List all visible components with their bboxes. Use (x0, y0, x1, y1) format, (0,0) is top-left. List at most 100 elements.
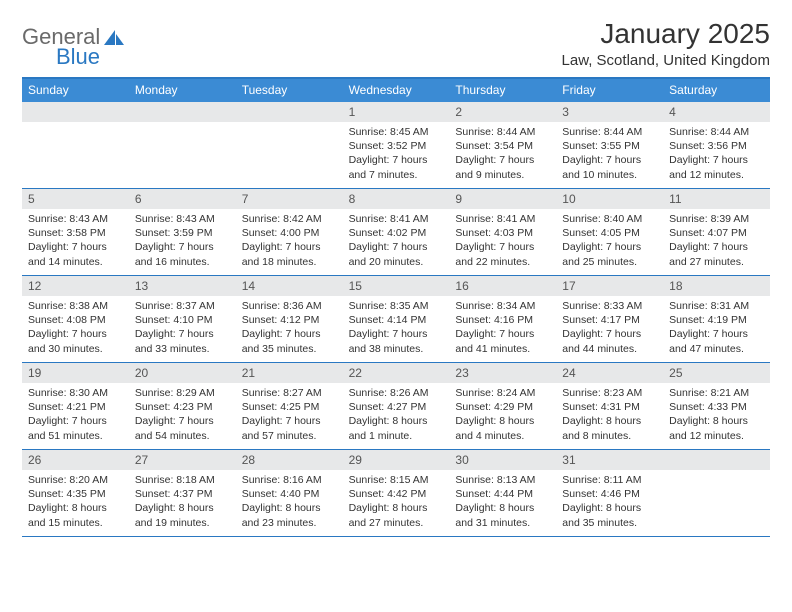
day-number: 31 (556, 450, 663, 470)
day-detail-line: and 35 minutes. (562, 516, 657, 530)
day-detail-line: Daylight: 8 hours (242, 501, 337, 515)
day-cell: 9Sunrise: 8:41 AMSunset: 4:03 PMDaylight… (449, 189, 556, 275)
day-detail-line: Daylight: 7 hours (349, 240, 444, 254)
day-detail-line: and 14 minutes. (28, 255, 123, 269)
day-number: 5 (22, 189, 129, 209)
day-detail-line: and 22 minutes. (455, 255, 550, 269)
day-detail-line: Sunrise: 8:26 AM (349, 386, 444, 400)
day-detail-line: Sunset: 4:21 PM (28, 400, 123, 414)
day-cell: 16Sunrise: 8:34 AMSunset: 4:16 PMDayligh… (449, 276, 556, 362)
day-detail-line: Sunset: 4:07 PM (669, 226, 764, 240)
logo: General Blue (22, 18, 125, 50)
day-detail-line: Daylight: 7 hours (455, 153, 550, 167)
day-detail-line: Daylight: 7 hours (135, 327, 230, 341)
day-detail-line: Sunset: 4:33 PM (669, 400, 764, 414)
day-number: 4 (663, 102, 770, 122)
day-of-week-header: Tuesday (236, 79, 343, 102)
day-detail-line: Sunrise: 8:38 AM (28, 299, 123, 313)
day-number: 30 (449, 450, 556, 470)
day-number (663, 450, 770, 470)
day-number (236, 102, 343, 122)
day-detail-line: Sunset: 4:12 PM (242, 313, 337, 327)
day-detail-line: Sunset: 4:31 PM (562, 400, 657, 414)
day-detail-line: Sunset: 4:19 PM (669, 313, 764, 327)
day-number: 7 (236, 189, 343, 209)
day-detail-line: and 41 minutes. (455, 342, 550, 356)
day-detail-line: Sunset: 4:29 PM (455, 400, 550, 414)
day-detail-line: and 23 minutes. (242, 516, 337, 530)
day-detail-line: Sunrise: 8:42 AM (242, 212, 337, 226)
day-detail-line: Daylight: 8 hours (562, 414, 657, 428)
month-title: January 2025 (562, 18, 770, 50)
day-detail-line: and 47 minutes. (669, 342, 764, 356)
day-detail-line: Sunrise: 8:18 AM (135, 473, 230, 487)
day-detail-line: Sunset: 4:42 PM (349, 487, 444, 501)
week-row: 12Sunrise: 8:38 AMSunset: 4:08 PMDayligh… (22, 276, 770, 363)
day-detail-line: and 31 minutes. (455, 516, 550, 530)
day-cell: 23 Sunrise: 8:24 AMSunset: 4:29 PMDayligh… (449, 363, 556, 449)
day-detail-line: and 7 minutes. (349, 168, 444, 182)
week-row: 5 Sunrise: 8:43 AMSunset: 3:58 PMDaylight… (22, 189, 770, 276)
day-cell: 2Sunrise: 8:44 AMSunset: 3:54 PMDaylight… (449, 102, 556, 188)
day-cell: 17Sunrise: 8:33 AMSunset: 4:17 PMDayligh… (556, 276, 663, 362)
day-cell: 31 Sunrise: 8:11 AMSunset: 4:46 PMDayligh… (556, 450, 663, 536)
day-details: Sunrise: 8:31 AMSunset: 4:19 PMDaylight:… (663, 299, 770, 356)
day-number: 25 (663, 363, 770, 383)
day-detail-line: and 25 minutes. (562, 255, 657, 269)
day-detail-line: Sunrise: 8:16 AM (242, 473, 337, 487)
day-details: Sunrise: 8:13 AMSunset: 4:44 PMDaylight:… (449, 473, 556, 530)
day-detail-line: Daylight: 7 hours (669, 153, 764, 167)
day-detail-line: and 27 minutes. (669, 255, 764, 269)
day-detail-line: Daylight: 7 hours (135, 414, 230, 428)
day-details: Sunrise: 8:26 AMSunset: 4:27 PMDaylight:… (343, 386, 450, 443)
day-number: 9 (449, 189, 556, 209)
day-detail-line: Daylight: 8 hours (562, 501, 657, 515)
day-detail-line: and 38 minutes. (349, 342, 444, 356)
day-detail-line: Daylight: 7 hours (28, 414, 123, 428)
day-detail-line: Daylight: 7 hours (669, 240, 764, 254)
day-cell: 22Sunrise: 8:26 AMSunset: 4:27 PMDayligh… (343, 363, 450, 449)
day-cell: 28Sunrise: 8:16 AMSunset: 4:40 PMDayligh… (236, 450, 343, 536)
day-detail-line: and 19 minutes. (135, 516, 230, 530)
day-cell: 10Sunrise: 8:40 AMSunset: 4:05 PMDayligh… (556, 189, 663, 275)
day-number: 28 (236, 450, 343, 470)
day-cell: 27Sunrise: 8:18 AMSunset: 4:37 PMDayligh… (129, 450, 236, 536)
day-details: Sunrise: 8:24 AMSunset: 4:29 PMDaylight:… (449, 386, 556, 443)
day-number: 24 (556, 363, 663, 383)
day-detail-line: Sunrise: 8:30 AM (28, 386, 123, 400)
day-details: Sunrise: 8:20 AMSunset: 4:35 PMDaylight:… (22, 473, 129, 530)
day-number: 16 (449, 276, 556, 296)
day-detail-line: and 20 minutes. (349, 255, 444, 269)
day-detail-line: and 51 minutes. (28, 429, 123, 443)
day-detail-line: Daylight: 8 hours (349, 414, 444, 428)
day-cell (663, 450, 770, 536)
day-detail-line: Sunset: 4:02 PM (349, 226, 444, 240)
day-number: 12 (22, 276, 129, 296)
day-number: 10 (556, 189, 663, 209)
day-number: 27 (129, 450, 236, 470)
day-cell: 29Sunrise: 8:15 AMSunset: 4:42 PMDayligh… (343, 450, 450, 536)
location: Law, Scotland, United Kingdom (562, 52, 770, 69)
day-detail-line: Sunset: 4:44 PM (455, 487, 550, 501)
day-of-week-header: Wednesday (343, 79, 450, 102)
logo-text-blue: Blue (56, 44, 100, 70)
day-detail-line: Daylight: 7 hours (135, 240, 230, 254)
day-detail-line: and 54 minutes. (135, 429, 230, 443)
day-cell: 1Sunrise: 8:45 AMSunset: 3:52 PMDaylight… (343, 102, 450, 188)
day-details: Sunrise: 8:29 AMSunset: 4:23 PMDaylight:… (129, 386, 236, 443)
day-detail-line: and 4 minutes. (455, 429, 550, 443)
day-cell: 20Sunrise: 8:29 AMSunset: 4:23 PMDayligh… (129, 363, 236, 449)
day-cell: 8Sunrise: 8:41 AMSunset: 4:02 PMDaylight… (343, 189, 450, 275)
day-number: 11 (663, 189, 770, 209)
day-details: Sunrise: 8:43 AMSunset: 3:59 PMDaylight:… (129, 212, 236, 269)
day-cell: 14Sunrise: 8:36 AMSunset: 4:12 PMDayligh… (236, 276, 343, 362)
day-detail-line: Daylight: 7 hours (242, 327, 337, 341)
day-detail-line: and 12 minutes. (669, 168, 764, 182)
day-number (129, 102, 236, 122)
day-details: Sunrise: 8:11 AMSunset: 4:46 PMDaylight:… (556, 473, 663, 530)
day-number: 23 (449, 363, 556, 383)
day-detail-line: Daylight: 7 hours (455, 240, 550, 254)
day-detail-line: Sunset: 4:16 PM (455, 313, 550, 327)
day-details: Sunrise: 8:43 AMSunset: 3:58 PMDaylight:… (22, 212, 129, 269)
day-detail-line: Daylight: 7 hours (669, 327, 764, 341)
